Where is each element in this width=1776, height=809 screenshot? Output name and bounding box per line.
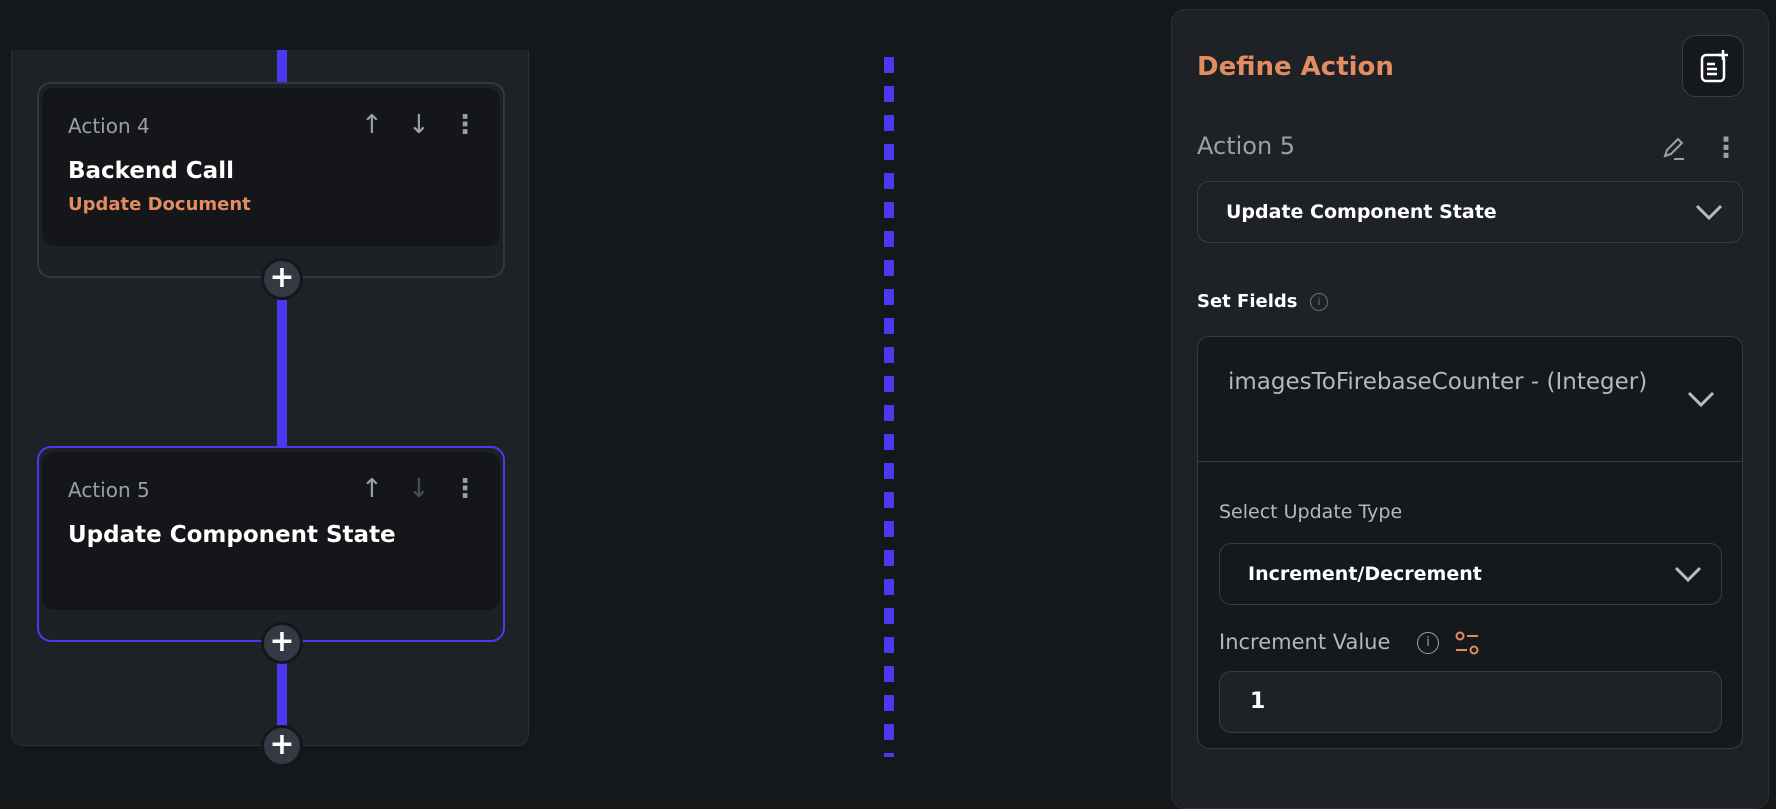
increment-value-label: Increment Value [1219,630,1391,654]
dropdown-value: Increment/Decrement [1248,563,1482,585]
field-name: imagesToFirebaseCounter - (Integer) [1228,369,1648,395]
action-card-4[interactable]: Action 4 Backend Call Update Document ↑ … [37,82,505,278]
input-value: 1 [1250,689,1266,714]
connector-line [277,50,287,82]
chevron-down-icon [1695,204,1723,221]
chevron-down-icon [1674,566,1702,583]
note-add-icon [1700,50,1728,83]
move-down-icon[interactable]: ↓ [408,110,430,140]
update-type-dropdown[interactable]: Increment/Decrement [1219,543,1722,605]
more-vert-icon[interactable]: ⋮ [452,110,478,140]
move-down-icon: ↓ [408,474,430,504]
action-type-dropdown[interactable]: Update Component State [1197,181,1743,243]
dropdown-value: Update Component State [1226,201,1497,223]
add-notes-button[interactable] [1682,35,1744,97]
action-label: Action 4 [68,114,150,138]
more-vert-icon[interactable]: ⋮ [452,474,478,504]
action-flow-panel: Action 4 Backend Call Update Document ↑ … [11,50,529,767]
edit-icon[interactable] [1660,134,1688,162]
define-action-panel: Define Action Action 5 ⋮ Update Componen… [1171,9,1769,809]
action-subtitle: Update Document [68,194,251,215]
field-config-card: imagesToFirebaseCounter - (Integer) Sele… [1197,336,1743,749]
update-type-label: Select Update Type [1219,501,1403,523]
info-icon[interactable]: i [1310,293,1328,311]
move-up-icon[interactable]: ↑ [361,110,383,140]
variable-settings-icon[interactable] [1453,629,1481,657]
dashed-connector [884,57,894,757]
move-up-icon[interactable]: ↑ [361,474,383,504]
action-name: Action 5 [1197,132,1296,160]
action-label: Action 5 [68,478,150,502]
more-vert-icon[interactable]: ⋮ [1712,131,1740,164]
add-action-button[interactable]: + [261,622,303,664]
panel-title: Define Action [1197,52,1394,82]
increment-value-input[interactable]: 1 [1219,671,1722,733]
field-selector[interactable]: imagesToFirebaseCounter - (Integer) [1198,337,1742,462]
action-title: Update Component State [68,522,396,548]
connector-line [277,650,287,740]
info-icon[interactable]: i [1417,632,1439,654]
add-action-button[interactable]: + [261,725,303,767]
action-card-5[interactable]: Action 5 Update Component State ↑ ↓ ⋮ [37,446,505,642]
chevron-down-icon [1687,391,1715,408]
add-action-button[interactable]: + [261,258,303,300]
set-fields-label: Set Fields [1197,291,1298,312]
connector-line [277,300,287,450]
action-title: Backend Call [68,158,234,184]
